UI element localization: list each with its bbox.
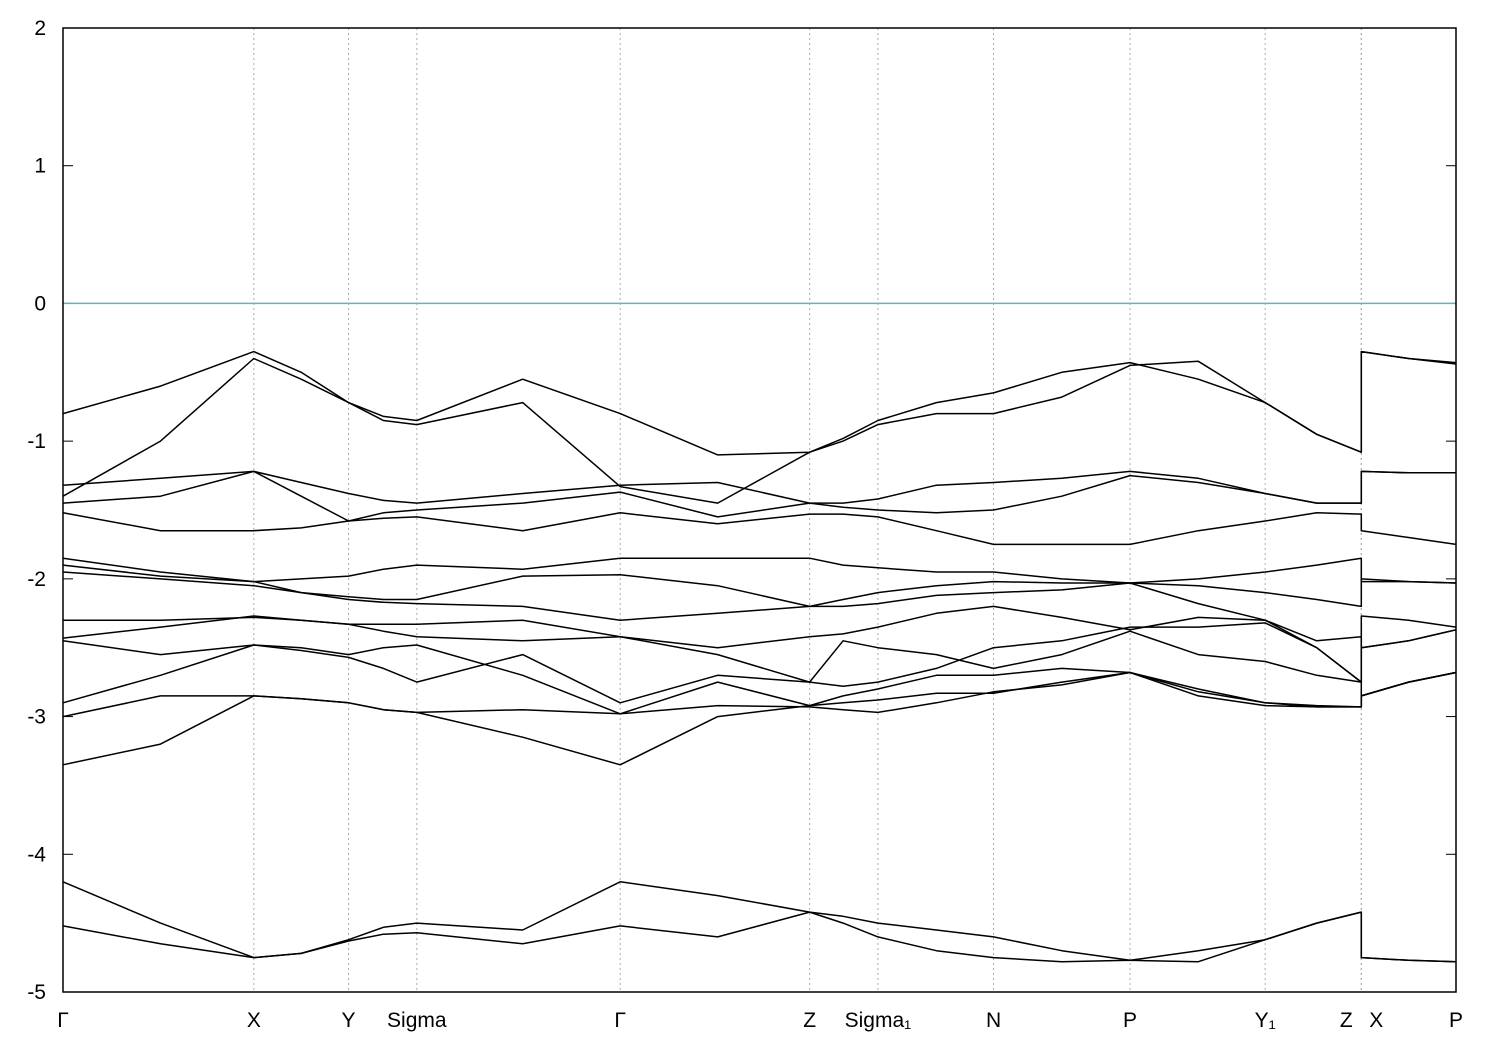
band-line: [62, 564, 1457, 608]
x-tick-label: P: [1449, 1009, 1463, 1032]
y-tick-label: -5: [27, 981, 46, 1004]
x-tick-label: Z: [1340, 1009, 1353, 1032]
y-tick-label: -3: [27, 706, 46, 729]
plot-frame: [62, 27, 1457, 993]
y-tick-label: 2: [34, 17, 46, 40]
x-tick-label: Y: [342, 1009, 356, 1032]
x-tick-label: X: [247, 1009, 261, 1032]
band-line: [62, 470, 1456, 504]
band-line: [63, 605, 1457, 649]
band-line: [62, 615, 1457, 688]
y-tick-label: -1: [27, 430, 46, 453]
band-line: [62, 557, 1457, 584]
band-line: [62, 671, 1457, 766]
x-tick-label: N: [986, 1009, 1001, 1032]
x-tick-label: Γ: [614, 1009, 626, 1032]
y-tick-label: -2: [27, 568, 46, 591]
band-line: [62, 881, 1457, 963]
y-tick-label: 0: [34, 292, 46, 315]
x-tick-label: Γ: [57, 1009, 69, 1032]
x-tick-label: Sigma: [387, 1009, 447, 1032]
y-tick-label: 1: [34, 155, 46, 178]
band-line: [62, 644, 1457, 715]
band-line: [62, 911, 1457, 963]
x-tick-label: X: [1369, 1009, 1383, 1032]
x-tick-label: Y₁: [1255, 1009, 1276, 1032]
band-line: [62, 630, 1457, 704]
x-tick-label: Z: [803, 1009, 816, 1032]
x-tick-label: Sigma₁: [845, 1009, 912, 1032]
y-tick-label: -4: [27, 843, 46, 866]
x-tick-label: P: [1123, 1009, 1137, 1032]
band-line: [62, 350, 1457, 504]
band-line: [62, 470, 1456, 522]
band-line: [62, 512, 1457, 546]
band-line: [62, 571, 1457, 683]
